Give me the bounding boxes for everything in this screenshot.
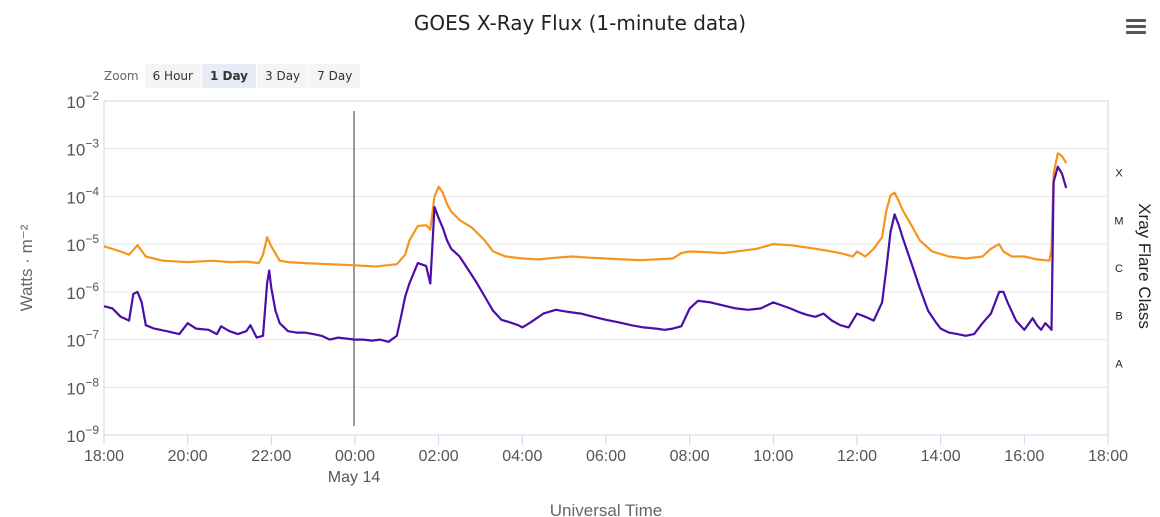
zoom-3-day-button[interactable]: 3 Day [257, 64, 309, 88]
y-tick-label: 10−4 [66, 184, 99, 207]
chart-title: GOES X-Ray Flux (1-minute data) [413, 11, 747, 35]
x-tick-label: 10:00 [753, 448, 793, 465]
x-tick-label: 22:00 [251, 448, 291, 465]
x-tick-label: 12:00 [837, 448, 877, 465]
flare-class-label: X [1115, 168, 1123, 180]
y-tick-label: 10−6 [66, 280, 99, 303]
y-tick-label: 10−8 [66, 375, 99, 398]
x-tick-label: 00:00 [335, 448, 375, 465]
zoom-7-day-button[interactable]: 7 Day [309, 64, 361, 88]
y2-axis-title: Xray Flare Class [1135, 203, 1154, 329]
grid [104, 100, 1108, 436]
y-tick-label: 10−2 [66, 89, 99, 112]
zoom-bar: Zoom 6 Hour 1 Day 3 Day 7 Day [104, 64, 361, 88]
series-line-0 [103, 152, 1068, 268]
x-tick-label: 04:00 [502, 448, 542, 465]
zoom-1-day-button[interactable]: 1 Day [201, 64, 256, 88]
axes: 10−9 10−8 10−7 10−6 10−5 10−4 10−3 10−2 18:00 20:… [66, 89, 1128, 465]
y-tick-label: 10−7 [66, 328, 99, 351]
y-tick-label: 10−3 [66, 137, 99, 160]
flare-class-label: M [1114, 215, 1123, 227]
series-line-1 [103, 165, 1068, 343]
zoom-6-hour-button[interactable]: 6 Hour [144, 64, 201, 88]
flare-class-label: B [1115, 311, 1122, 323]
date-label: May 14 [328, 469, 381, 486]
x-tick-label: 06:00 [586, 448, 626, 465]
x-tick-label: 02:00 [419, 448, 459, 465]
y-tick-label: 10−5 [66, 232, 99, 255]
y-axis-title: Watts · m⁻² [17, 224, 36, 311]
series-lines [103, 152, 1068, 343]
x-axis-title: Universal Time [550, 501, 662, 517]
x-tick-label: 20:00 [168, 448, 208, 465]
x-tick-label: 14:00 [921, 448, 961, 465]
flare-class-label: A [1115, 358, 1123, 370]
x-tick-label: 18:00 [1088, 448, 1128, 465]
x-tick-label: 08:00 [670, 448, 710, 465]
x-tick-label: 18:00 [84, 448, 124, 465]
x-tick-label: 16:00 [1004, 448, 1044, 465]
zoom-label: Zoom [104, 69, 139, 83]
hamburger-menu-icon[interactable] [1122, 16, 1150, 40]
plot-border [103, 100, 1109, 436]
y-tick-label: 10−9 [66, 423, 99, 446]
flare-class-label: C [1115, 263, 1123, 275]
